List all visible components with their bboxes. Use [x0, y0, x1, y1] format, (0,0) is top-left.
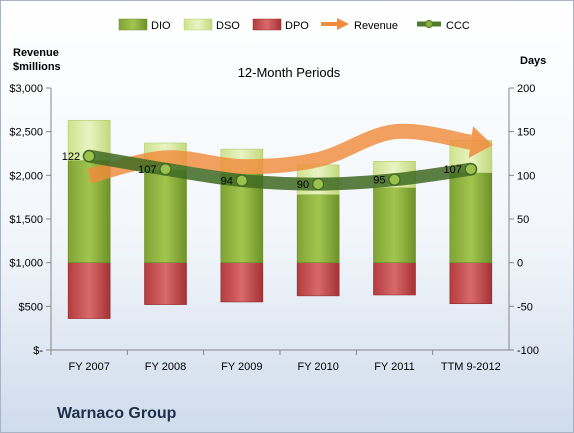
left-axis-title-line1: Revenue [13, 47, 59, 59]
ccc-data-label: 95 [373, 175, 385, 187]
right-tick-label: 100 [517, 170, 535, 182]
legend-label-dso: DSO [216, 20, 240, 32]
ccc-data-label: 107 [443, 164, 461, 176]
left-tick-label: $3,000 [9, 83, 43, 95]
bar-dpo [373, 262, 416, 296]
legend-swatch-dio [118, 18, 148, 31]
left-tick-label: $1,500 [9, 214, 43, 226]
revenue-line [87, 123, 473, 184]
ccc-marker [159, 163, 172, 176]
right-tick-label: 50 [517, 214, 529, 226]
ccc-marker [83, 150, 96, 163]
ccc-data-label: 90 [297, 179, 309, 191]
right-tick-label: 150 [517, 127, 535, 139]
legend-swatch-ccc [417, 20, 441, 28]
bar-dpo [220, 262, 264, 303]
right-tick-label: 200 [517, 83, 535, 95]
legend-label-dio: DIO [151, 20, 171, 32]
legend: DIO DSO DPO Revenue CCC [118, 18, 470, 32]
ccc-data-label: 107 [138, 164, 156, 176]
left-tick-label: $- [33, 345, 43, 357]
category-label: FY 2011 [374, 361, 415, 373]
left-tick-label: $2,000 [9, 170, 43, 182]
revenue-series [87, 123, 493, 184]
bar-dio [373, 187, 416, 263]
bar-dpo [67, 262, 111, 319]
bar-dpo [144, 262, 187, 305]
ccc-data-label: 122 [62, 151, 80, 163]
left-axis-title-line2: $millions [13, 61, 61, 73]
left-axis-ticks: $- $500 $1,000 $1,500 $2,000 $2,500 $3,000 [9, 83, 51, 357]
bar-dio [296, 194, 340, 263]
right-tick-label: 0 [517, 258, 523, 270]
bar-dpo [296, 262, 340, 297]
category-label: FY 2008 [145, 361, 186, 373]
ccc-marker [388, 173, 401, 186]
ccc-marker [235, 174, 248, 187]
left-tick-label: $1,000 [9, 258, 43, 270]
category-label: FY 2007 [68, 361, 109, 373]
chart-title: 12-Month Periods [238, 65, 341, 80]
ccc-series: 122 107 94 90 95 107 [62, 149, 478, 191]
bar-dio [220, 173, 264, 263]
legend-swatch-revenue [321, 18, 349, 30]
ccc-data-label: 94 [221, 176, 233, 188]
category-label: FY 2010 [297, 361, 338, 373]
bar-dio [449, 172, 493, 263]
right-tick-label: -50 [517, 301, 533, 313]
legend-swatch-dpo [252, 18, 282, 31]
right-tick-label: -100 [517, 345, 539, 357]
legend-label-ccc: CCC [446, 20, 470, 32]
company-name: Warnaco Group [57, 405, 177, 422]
ccc-line [82, 149, 478, 191]
axes [50, 88, 510, 351]
legend-label-dpo: DPO [285, 20, 309, 32]
left-tick-label: $2,500 [9, 127, 43, 139]
ccc-marker [312, 177, 325, 191]
bar-dio [144, 169, 187, 263]
ccc-marker [464, 163, 477, 176]
legend-label-revenue: Revenue [354, 20, 398, 32]
revenue-arrowhead [468, 126, 493, 158]
left-tick-label: $500 [19, 301, 43, 313]
bar-dpo [449, 262, 493, 305]
stacked-bars [67, 120, 493, 319]
legend-swatch-dso [183, 18, 213, 31]
category-label: TTM 9-2012 [441, 361, 501, 373]
category-label: FY 2009 [221, 361, 262, 373]
category-labels: FY 2007 FY 2008 FY 2009 FY 2010 FY 2011 TTM 9… [50, 350, 501, 373]
right-axis-ticks: -100 -50 0 50 100 150 200 [509, 83, 539, 357]
right-axis-title: Days [520, 55, 546, 67]
